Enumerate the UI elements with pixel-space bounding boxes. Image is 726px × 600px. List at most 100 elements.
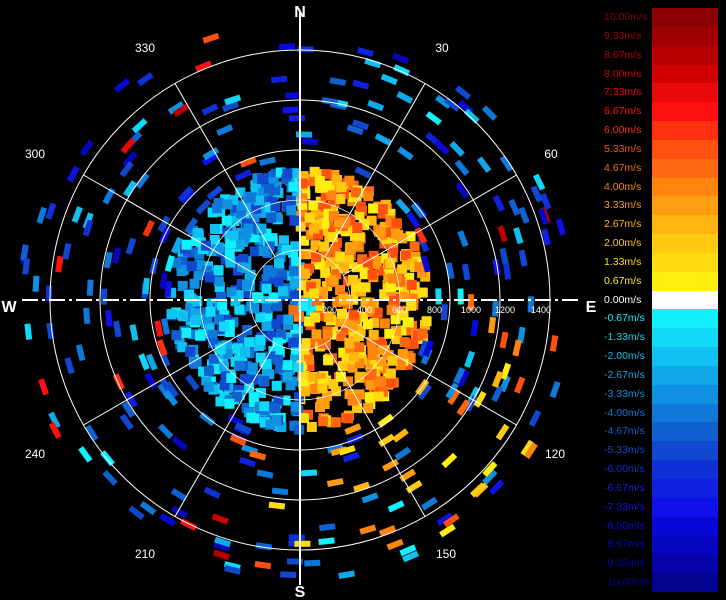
return-cell — [340, 226, 351, 237]
return-cell — [224, 249, 235, 260]
legend-label: -8.67m/s — [604, 538, 645, 551]
legend-swatch — [652, 384, 718, 405]
return-cell — [314, 302, 325, 313]
legend-label: -6.00m/s — [604, 463, 645, 476]
return-cell — [276, 329, 287, 340]
return-cell — [204, 322, 215, 333]
return-cell — [288, 534, 305, 541]
return-cell — [219, 321, 230, 332]
return-cell — [167, 101, 185, 115]
return-cell — [142, 277, 150, 295]
return-cell — [290, 241, 301, 252]
return-cell — [36, 206, 48, 224]
return-cell — [323, 208, 334, 219]
return-cell — [206, 298, 217, 309]
return-cell — [398, 291, 409, 302]
return-cell — [224, 94, 242, 106]
return-cell — [229, 216, 240, 227]
return-cell — [48, 421, 62, 439]
return-cell — [352, 240, 363, 251]
return-cell — [288, 305, 299, 316]
return-cell — [347, 321, 358, 332]
return-cell — [123, 180, 137, 197]
return-cell — [331, 183, 342, 194]
return-cell — [390, 326, 401, 337]
return-cell — [371, 256, 382, 267]
return-cell — [354, 358, 365, 369]
return-cell — [346, 124, 364, 136]
return-cell — [364, 303, 375, 314]
return-cell — [291, 256, 302, 267]
return-cell — [71, 206, 83, 224]
return-cell — [216, 291, 227, 302]
return-cell — [263, 183, 274, 194]
return-cell — [32, 275, 40, 292]
return-cell — [457, 369, 470, 387]
return-cell — [395, 198, 411, 215]
return-cell — [239, 156, 257, 168]
legend-label: -7.33m/s — [604, 500, 645, 513]
return-cell — [144, 372, 158, 390]
return-cell — [281, 174, 292, 185]
return-cell — [218, 361, 229, 372]
return-cell — [473, 390, 487, 408]
return-cell — [392, 428, 409, 443]
return-cell — [78, 446, 93, 463]
return-cell — [390, 314, 401, 325]
legend-row: 4.67m/s — [604, 158, 722, 179]
return-cell — [290, 401, 301, 412]
return-cell — [172, 103, 190, 118]
return-cell — [382, 458, 399, 472]
return-cell — [386, 304, 397, 315]
return-cell — [177, 280, 188, 291]
return-cell — [409, 241, 420, 252]
return-cell — [354, 209, 365, 220]
legend-swatch — [652, 290, 718, 310]
return-cell — [335, 251, 346, 262]
return-cell — [194, 249, 205, 260]
return-cell — [372, 307, 383, 318]
return-cell — [224, 319, 235, 330]
return-cell — [290, 354, 301, 365]
return-cell — [341, 318, 352, 329]
return-cell — [211, 513, 229, 525]
return-cell — [470, 482, 486, 498]
return-cell — [203, 486, 221, 499]
legend-row: 4.00m/s — [604, 177, 722, 197]
return-cell — [392, 52, 410, 65]
return-cell — [362, 257, 373, 268]
return-cell — [349, 352, 360, 363]
return-cell — [286, 205, 297, 216]
return-cell — [170, 236, 183, 254]
return-cell — [66, 165, 80, 183]
legend-row: 2.67m/s — [604, 215, 722, 235]
return-cell — [271, 380, 282, 391]
return-cell — [330, 386, 341, 397]
return-cell — [399, 283, 410, 294]
return-cell — [300, 268, 311, 279]
return-cell — [293, 311, 304, 322]
return-cell — [192, 227, 203, 238]
return-cell — [414, 226, 428, 244]
return-cell — [159, 513, 177, 527]
return-cell — [353, 330, 364, 341]
range-rings — [22, 12, 578, 585]
return-cell — [518, 206, 530, 224]
return-cell — [270, 402, 281, 413]
legend-swatch — [652, 215, 718, 235]
return-cell — [171, 435, 188, 451]
return-cell — [488, 316, 497, 334]
legend-row: -1.33m/s — [604, 328, 722, 348]
legend-row: -3.33m/s — [604, 384, 722, 405]
return-cell — [384, 266, 395, 277]
radar-plot[interactable]: 200 400 600 800 1000 1200 1400 N E S W 3… — [0, 0, 600, 600]
legend-swatch — [652, 535, 718, 555]
return-cell — [441, 452, 458, 469]
return-cell — [321, 97, 339, 106]
return-cell — [236, 208, 247, 219]
return-cell — [206, 185, 223, 201]
return-cell — [278, 235, 289, 246]
legend-label: 4.00m/s — [604, 180, 642, 193]
return-cell — [268, 177, 279, 188]
legend-swatch — [652, 347, 718, 367]
